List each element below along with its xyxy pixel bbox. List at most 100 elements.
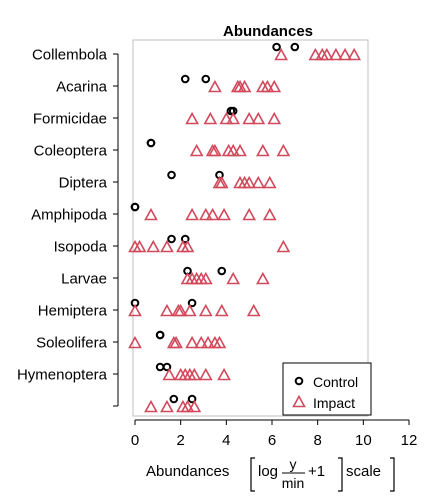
x-tick-label-6: 6 — [268, 432, 276, 449]
impact-point-hymenoptera-6 — [217, 367, 231, 381]
control-point-collembola-0 — [272, 42, 281, 52]
impact-point-hemiptera-7 — [246, 303, 261, 317]
impact-point-formicidae-0 — [185, 111, 199, 125]
y-tick-label-acarina: Acarina — [56, 79, 108, 96]
impact-point-hymenoptera-0 — [162, 367, 177, 381]
x-axis-label-suffix: +1 — [308, 463, 325, 480]
impact-point-coleoptera-6 — [256, 143, 270, 157]
impact-point-larvae-4 — [198, 271, 213, 285]
impact-point-blank-4 — [187, 399, 202, 413]
x-tick-label-2: 2 — [176, 432, 184, 449]
impact-point-isopoda-3 — [160, 239, 174, 253]
control-point-hymenoptera-1 — [162, 362, 172, 372]
impact-point-collembola-5 — [338, 47, 352, 61]
impact-point-hymenoptera-5 — [198, 367, 213, 381]
x-tick-label-0: 0 — [131, 432, 139, 449]
impact-point-isopoda-6 — [276, 239, 291, 253]
impact-point-soleolifera-3 — [185, 335, 199, 349]
legend-label-control: Control — [313, 374, 358, 390]
impact-point-larvae-5 — [226, 271, 241, 285]
y-tick-label-formicidae: Formicidae — [33, 111, 107, 128]
x-axis-label-outer-bracket — [390, 457, 395, 492]
y-tick-label-hemiptera: Hemiptera — [38, 303, 108, 320]
chart-title: Abundances — [223, 23, 313, 40]
impact-point-coleoptera-4 — [226, 143, 241, 157]
impact-point-amphipoda-4 — [217, 207, 231, 221]
impact-point-hemiptera-0 — [128, 303, 142, 317]
control-point-hemiptera-1 — [187, 298, 197, 308]
x-axis: 0 2 4 6 8 10 12 — [131, 419, 418, 449]
legend: Control Impact — [282, 362, 372, 416]
impact-point-coleoptera-5 — [233, 143, 247, 157]
impact-point-formicidae-1 — [203, 111, 218, 125]
legend-label-impact: Impact — [313, 395, 355, 411]
y-axis: Collembola Acarina Formicidae Coleoptera Dip… — [17, 47, 119, 407]
y-tick-label-coleoptera: Coleoptera — [34, 143, 108, 160]
impact-point-hemiptera-5 — [198, 303, 213, 317]
x-axis-label-numerator: y — [290, 456, 297, 472]
impact-point-formicidae-3 — [226, 111, 241, 125]
x-tick-label-4: 4 — [222, 432, 230, 449]
impact-point-blank-1 — [160, 399, 174, 413]
x-axis-label-left-bracket — [250, 457, 255, 492]
y-tick-label-hymenoptera: Hymenoptera — [17, 367, 108, 384]
impact-point-collembola-0 — [274, 47, 288, 61]
x-tick-label-12: 12 — [401, 432, 418, 449]
impact-point-collembola-1 — [308, 47, 323, 61]
impact-point-isopoda-2 — [146, 239, 161, 253]
impact-point-acarina-5 — [260, 79, 275, 93]
x-axis-label-fn: log — [258, 463, 278, 480]
impact-point-amphipoda-6 — [262, 207, 277, 221]
impact-point-collembola-6 — [347, 47, 362, 61]
y-tick-label-soleolifera: Soleolifera — [36, 335, 108, 352]
y-tick-label-collembola: Collembola — [32, 47, 108, 64]
control-point-acarina-1 — [201, 74, 211, 84]
impact-point-diptera-4 — [242, 175, 257, 189]
impact-point-soleolifera-2 — [169, 335, 183, 349]
control-point-blank-0 — [169, 394, 179, 404]
impact-point-isopoda-5 — [180, 239, 195, 253]
impact-point-acarina-0 — [208, 79, 222, 93]
impact-point-coleoptera-2 — [208, 143, 222, 157]
impact-point-soleolifera-0 — [128, 335, 142, 349]
control-point-diptera-0 — [167, 170, 176, 180]
control-point-acarina-0 — [180, 74, 190, 84]
impact-point-hymenoptera-4 — [187, 367, 202, 381]
impact-point-acarina-6 — [267, 79, 282, 93]
impact-point-formicidae-6 — [267, 111, 282, 125]
x-axis-label: Abundances log y min +1 scale — [146, 456, 395, 492]
control-point-isopoda-0 — [167, 234, 176, 244]
impact-point-amphipoda-3 — [205, 207, 220, 221]
control-point-hymenoptera-0 — [155, 362, 165, 372]
impact-point-amphipoda-5 — [242, 207, 257, 221]
control-point-amphipoda-1 — [130, 202, 140, 212]
impact-point-amphipoda-2 — [198, 207, 213, 221]
impact-point-amphipoda-0 — [144, 207, 158, 221]
impact-point-formicidae-5 — [251, 111, 266, 125]
x-tick-label-10: 10 — [355, 432, 372, 449]
control-point-larvae-1 — [217, 266, 227, 276]
plot-area — [132, 39, 369, 417]
impact-point-soleolifera-7 — [212, 335, 227, 349]
impact-point-formicidae-4 — [242, 111, 257, 125]
impact-point-formicidae-2 — [219, 111, 234, 125]
x-axis-label-denominator: min — [282, 475, 305, 491]
control-point-isopoda-1 — [180, 234, 190, 244]
x-axis-label-prefix: Abundances — [146, 463, 229, 480]
x-axis-label-right-bracket — [338, 457, 343, 492]
impact-point-diptera-6 — [262, 175, 277, 189]
y-tick-label-amphipoda: Amphipoda — [31, 207, 108, 224]
impact-point-hemiptera-4 — [182, 303, 197, 317]
legend-marker-impact — [292, 394, 306, 408]
impact-point-hemiptera-3 — [173, 303, 188, 317]
impact-point-collembola-3 — [319, 47, 334, 61]
control-point-soleolifera-1 — [155, 330, 165, 340]
control-point-blank-1 — [187, 394, 197, 404]
x-tick-label-8: 8 — [313, 432, 321, 449]
impact-point-soleolifera-4 — [194, 335, 209, 349]
impact-point-amphipoda-1 — [185, 207, 199, 221]
impact-point-coleoptera-7 — [276, 143, 291, 157]
impact-point-coleoptera-0 — [189, 143, 204, 157]
data-points — [128, 42, 362, 413]
